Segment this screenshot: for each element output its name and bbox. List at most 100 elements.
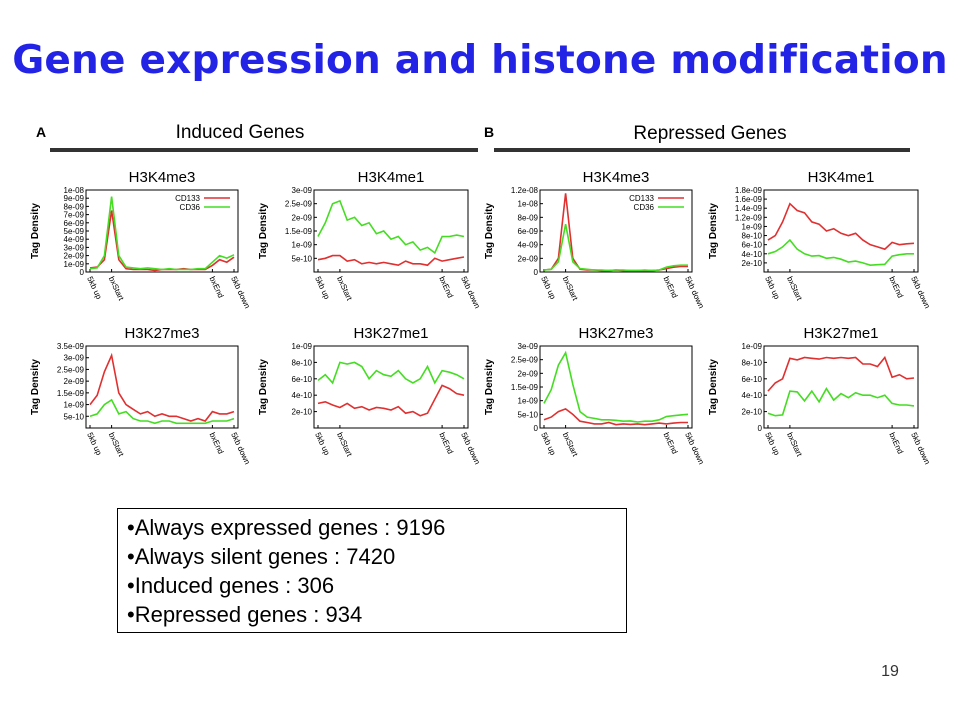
panel-b-letter: B [484, 124, 495, 140]
series-line-cd133 [543, 407, 688, 426]
x-tick-label: bxEnd [208, 431, 226, 455]
x-tick-label: bxEnd [437, 431, 455, 455]
y-tick-label: 2e-09 [292, 213, 313, 222]
panel-b-rule [494, 148, 910, 152]
y-tick-label: 3.5e-09 [57, 342, 85, 351]
series-line-cd36 [89, 398, 235, 425]
x-tick-label: bxStart [561, 275, 580, 302]
summary-item-always-expressed: •Always expressed genes : 9196 [127, 515, 446, 540]
y-tick-label: 4e-10 [292, 391, 313, 400]
y-tick-label: 6e-10 [742, 375, 763, 384]
series-line-cd133 [89, 352, 235, 422]
chart-a-h3k27me1: H3K27me1 Tag Density 2e-10 4e-10 6e-10 8e-10 1… [258, 325, 482, 466]
y-tick-label: 1e-08 [518, 200, 539, 209]
y-tick-label: 1.4e-09 [735, 204, 763, 213]
y-tick-label: 2e-10 [292, 408, 313, 417]
y-tick-label: 1.8e-09 [735, 186, 763, 195]
x-tick-label: 5kb down [909, 275, 932, 310]
y-tick-label: 1e-09 [292, 241, 313, 250]
y-tick-label: 9e-09 [64, 194, 85, 203]
x-tick-label: bxStart [785, 275, 804, 302]
y-tick-label: 1.2e-08 [511, 186, 539, 195]
y-tick-label: 0 [534, 424, 539, 433]
chart-title: H3K27me1 [353, 325, 428, 342]
plot-frame [85, 345, 239, 429]
chart-title: H3K4me1 [358, 169, 425, 186]
legend-label: CD133 [175, 194, 200, 203]
chart-title: H3K4me1 [808, 169, 875, 186]
panel-a-letter: A [36, 124, 47, 140]
y-tick-label: 2e-09 [518, 369, 539, 378]
y-tick-label: 2e-09 [64, 252, 85, 261]
chart-a-h3k4me1: H3K4me1 Tag Density 5e-10 1e-09 1.5e-09 2e-09… [258, 169, 482, 310]
y-axis-label: Tag Density [30, 203, 41, 259]
x-tick-label: 5kb up [539, 431, 558, 457]
y-axis-label: Tag Density [484, 359, 495, 415]
x-tick-label: bxEnd [662, 431, 680, 455]
y-tick-label: 3e-09 [292, 186, 313, 195]
chart-b-h3k27me1: H3K27me1 Tag Density 0 2e-10 4e-10 6e-10 8e-10… [708, 325, 932, 466]
y-tick-label: 5e-10 [518, 410, 539, 419]
y-tick-label: 5e-09 [64, 227, 85, 236]
chart-title: H3K4me3 [129, 169, 196, 186]
panel-a-rule [50, 148, 478, 152]
x-tick-label: bxEnd [437, 275, 455, 299]
y-tick-label: 3e-09 [64, 354, 85, 363]
summary-box: •Always expressed genes : 9196 •Always s… [117, 508, 627, 633]
legend-label: CD133 [629, 194, 654, 203]
series-line-cd36 [543, 350, 689, 423]
y-tick-label: 4e-09 [518, 241, 539, 250]
series-line-cd133 [767, 355, 915, 392]
series-line-cd133 [767, 202, 915, 251]
x-tick-label: 5kb down [229, 431, 252, 466]
summary-item-repressed: •Repressed genes : 934 [127, 602, 363, 627]
x-tick-label: 5kb down [909, 431, 932, 466]
x-tick-label: 5kb up [763, 431, 782, 457]
series-line-cd133 [317, 384, 465, 417]
x-tick-label: bxStart [785, 431, 804, 458]
y-tick-label: 4e-09 [64, 235, 85, 244]
y-tick-label: 6e-09 [518, 227, 539, 236]
y-axis-label: Tag Density [708, 359, 719, 415]
y-tick-label: 0 [534, 268, 539, 277]
chart-title: H3K4me3 [583, 169, 650, 186]
x-tick-label: bxEnd [887, 431, 905, 455]
chart-b-h3k4me1: H3K4me1 Tag Density 2e-104e-106e-108e-101e… [708, 169, 932, 310]
y-tick-label: 7e-09 [64, 211, 85, 220]
y-tick-label: 2e-10 [742, 259, 763, 268]
y-tick-label: 5e-10 [64, 412, 85, 421]
y-tick-label: 1e-09 [518, 397, 539, 406]
x-tick-label: 5kb up [85, 431, 104, 457]
chart-title: H3K27me3 [124, 325, 199, 342]
x-tick-label: 5kb down [229, 275, 252, 310]
y-tick-label: 2e-10 [742, 408, 763, 417]
chart-title: H3K27me1 [803, 325, 878, 342]
y-tick-label: 6e-10 [742, 241, 763, 250]
y-axis-label: Tag Density [258, 203, 269, 259]
y-tick-label: 1.2e-09 [735, 213, 763, 222]
series-line-cd133 [317, 254, 465, 267]
series-line-cd36 [317, 361, 465, 385]
y-tick-label: 1e-09 [64, 260, 85, 269]
legend-label: CD36 [634, 203, 655, 212]
y-tick-label: 2e-09 [518, 254, 539, 263]
summary-item-always-silent: •Always silent genes : 7420 [127, 544, 396, 569]
y-axis-label: Tag Density [30, 359, 41, 415]
series-line-cd36 [317, 199, 465, 255]
y-tick-label: 2e-09 [64, 377, 85, 386]
y-tick-label: 1.5e-09 [511, 383, 539, 392]
series-line-cd36 [767, 387, 915, 417]
y-axis-label: Tag Density [258, 359, 269, 415]
series-line-cd36 [89, 196, 235, 271]
y-tick-label: 3e-09 [64, 243, 85, 252]
legend-label: CD36 [180, 203, 201, 212]
y-tick-label: 1.5e-09 [57, 389, 85, 398]
y-axis-label: Tag Density [708, 203, 719, 259]
y-tick-label: 1e-09 [742, 342, 763, 351]
plot-frame [539, 189, 693, 273]
x-tick-label: bxEnd [887, 275, 905, 299]
y-tick-label: 1.5e-09 [285, 227, 313, 236]
y-tick-label: 2.5e-09 [285, 200, 313, 209]
panel-b-heading: Repressed Genes [633, 123, 787, 144]
y-axis-label: Tag Density [484, 203, 495, 259]
